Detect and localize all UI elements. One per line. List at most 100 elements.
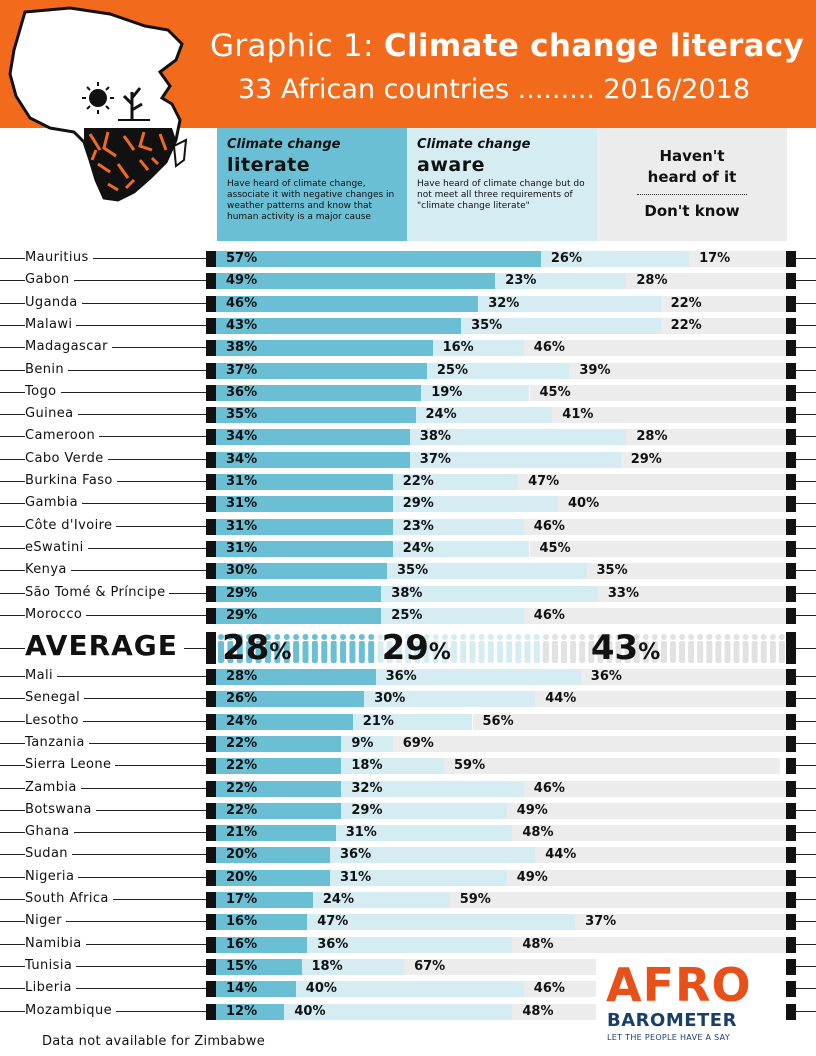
- country-label: South Africa: [25, 891, 113, 906]
- person-icon: [227, 634, 234, 663]
- value-literate: 24%: [226, 713, 258, 729]
- person-icon: [395, 634, 402, 663]
- person-icon: [302, 634, 309, 663]
- table-row: Ghana 21% 31% 48%: [0, 822, 816, 844]
- logo-barometer-text: BAROMETER: [607, 1010, 737, 1031]
- table-row: Togo 36% 19% 45%: [0, 382, 816, 404]
- value-aware: 29%: [351, 802, 383, 818]
- table-row: Sierra Leone 22% 18% 59%: [0, 755, 816, 777]
- value-literate: 49%: [226, 273, 258, 289]
- bar-unaware: [449, 892, 786, 908]
- value-aware: 31%: [340, 869, 372, 885]
- bar-unaware: [689, 251, 786, 267]
- value-literate: 22%: [226, 802, 258, 818]
- country-label: Mauritius: [25, 250, 93, 265]
- value-literate: 15%: [226, 958, 258, 974]
- value-aware: 25%: [436, 362, 469, 378]
- value-literate: 43%: [226, 317, 258, 333]
- value-unaware: 48%: [522, 1003, 554, 1019]
- bar-aware: [421, 384, 530, 401]
- person-icon: [255, 634, 262, 663]
- bar-unaware: [529, 384, 786, 401]
- person-icon: [311, 634, 318, 663]
- person-icon: [283, 634, 290, 663]
- person-icon: [697, 634, 704, 663]
- value-aware: 25%: [391, 607, 423, 623]
- bar-unaware: [444, 758, 781, 775]
- person-icon: [246, 634, 253, 663]
- value-unaware: 46%: [533, 607, 565, 623]
- bar-aware: [295, 981, 524, 998]
- person-icon: [742, 634, 749, 663]
- value-aware: 24%: [425, 407, 457, 423]
- bar-unaware: [660, 317, 786, 334]
- value-literate: 46%: [226, 295, 258, 311]
- logo-tagline: LET THE PEOPLE HAVE A SAY: [607, 1033, 731, 1042]
- value-aware: 37%: [419, 451, 451, 467]
- average-people-icons: [218, 634, 785, 663]
- value-unaware: 28%: [636, 273, 668, 289]
- person-icon: [423, 634, 430, 663]
- person-icon: [496, 634, 503, 663]
- table-row: Cabo Verde 34% 37% 29%: [0, 449, 816, 471]
- bar-unaware: [626, 273, 786, 290]
- bar-literate: [216, 607, 382, 624]
- person-icon: [405, 634, 412, 663]
- value-unaware: 67%: [414, 958, 446, 974]
- bar-unaware: [392, 735, 786, 752]
- value-aware: 38%: [391, 585, 423, 601]
- person-icon: [769, 634, 776, 663]
- value-unaware: 17%: [699, 251, 731, 266]
- table-row: Nigeria 20% 31% 49%: [0, 867, 816, 889]
- average-unaware-value: 43%: [590, 628, 661, 668]
- value-unaware: 45%: [539, 384, 571, 400]
- value-unaware: 46%: [533, 780, 565, 796]
- bar-literate: [216, 825, 336, 842]
- bar-unaware: [535, 691, 786, 708]
- bar-literate: [216, 758, 342, 775]
- country-label: Nigeria: [25, 868, 79, 884]
- table-row: Morocco 29% 25% 46%: [0, 605, 816, 627]
- bar-unaware: [535, 847, 786, 864]
- country-label: Uganda: [25, 294, 82, 310]
- country-label: Liberia: [25, 980, 76, 996]
- value-literate: 20%: [226, 869, 258, 885]
- value-literate: 26%: [226, 691, 258, 707]
- table-row: Tanzania 22% 9% 69%: [0, 733, 816, 755]
- bar-unaware: [586, 563, 786, 580]
- country-label: Mali: [25, 668, 58, 683]
- value-literate: 21%: [226, 825, 258, 841]
- bar-literate: [216, 273, 496, 290]
- bar-literate: [216, 892, 313, 908]
- value-literate: 57%: [226, 251, 258, 266]
- bar-unaware: [512, 936, 786, 953]
- table-row: Sudan 20% 36% 44%: [0, 844, 816, 866]
- country-label: Niger: [25, 913, 66, 929]
- value-unaware: 46%: [533, 981, 565, 997]
- value-aware: 9%: [351, 735, 374, 751]
- person-icon: [606, 634, 613, 663]
- bar-unaware: [472, 713, 786, 730]
- person-icon: [264, 634, 271, 663]
- person-icon: [633, 634, 640, 663]
- average-label: AVERAGE: [25, 629, 184, 662]
- value-aware: 26%: [550, 251, 583, 266]
- bar-aware: [301, 958, 405, 975]
- country-label: Mozambique: [25, 1002, 116, 1018]
- bar-literate: [216, 362, 427, 379]
- bar-aware: [284, 1003, 513, 1020]
- person-icon: [651, 634, 658, 663]
- value-aware: 24%: [322, 892, 355, 907]
- value-unaware: 47%: [528, 474, 560, 489]
- person-icon: [579, 634, 586, 663]
- value-literate: 22%: [226, 780, 258, 796]
- country-label: eSwatini: [25, 539, 88, 555]
- bar-literate: [216, 251, 541, 267]
- value-aware: 30%: [374, 691, 406, 707]
- bar-aware: [409, 451, 621, 468]
- bar-literate: [216, 869, 330, 886]
- country-label: Tanzania: [25, 734, 89, 750]
- table-row: Senegal 26% 30% 44%: [0, 688, 816, 710]
- country-label: Lesotho: [25, 712, 83, 728]
- table-row: Madagascar 38% 16% 46%: [0, 337, 816, 359]
